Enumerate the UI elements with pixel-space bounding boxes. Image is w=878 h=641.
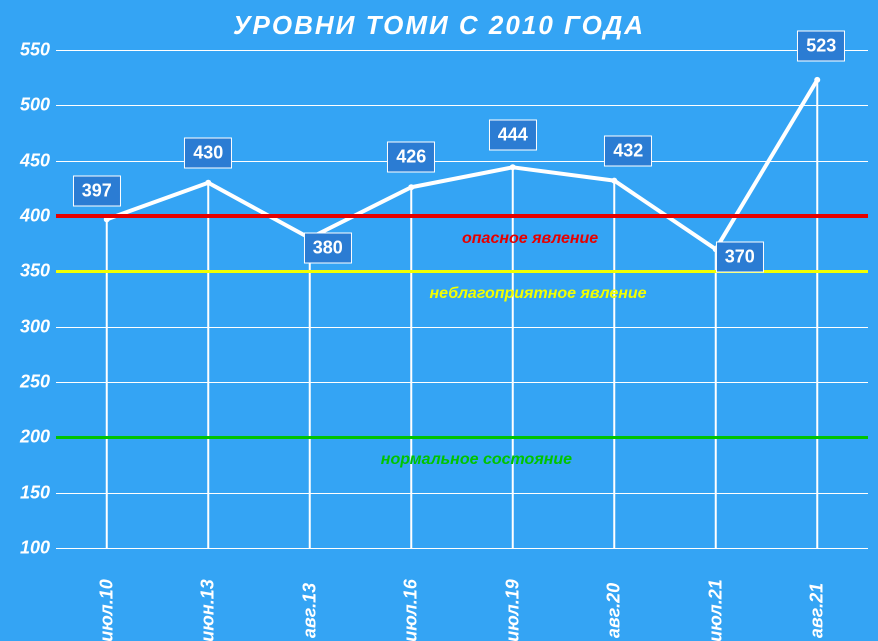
x-tick-label: июн.13 [198, 579, 219, 641]
gridline-h [56, 548, 868, 549]
gridline-h [56, 161, 868, 162]
gridline-h [56, 493, 868, 494]
series-marker [408, 184, 414, 190]
x-tick-label: авг.13 [299, 583, 320, 638]
gridline-h [56, 382, 868, 383]
gridline-h [56, 50, 868, 51]
x-tick-label: авг.20 [604, 583, 625, 638]
y-tick-label: 300 [20, 316, 50, 337]
y-tick-label: 500 [20, 95, 50, 116]
y-tick-label: 450 [20, 150, 50, 171]
x-tick-label: июл.19 [502, 579, 523, 641]
series-marker [510, 164, 516, 170]
chart-title: УРОВНИ ТОМИ С 2010 ГОДА [0, 10, 878, 41]
data-label: 397 [73, 176, 121, 207]
y-tick-label: 100 [20, 538, 50, 559]
data-label: 432 [604, 135, 652, 166]
threshold-label: опасное явление [462, 230, 598, 248]
y-tick-label: 350 [20, 261, 50, 282]
series-marker [205, 180, 211, 186]
x-tick-label: июл.21 [705, 579, 726, 641]
threshold-line [56, 214, 868, 218]
y-tick-label: 400 [20, 206, 50, 227]
gridline-h [56, 327, 868, 328]
y-axis: 100150200250300350400450500550 [0, 50, 56, 548]
threshold-line [56, 436, 868, 439]
series-marker [814, 77, 820, 83]
chart-container: УРОВНИ ТОМИ С 2010 ГОДА 100 150 200 250 300 3… [0, 0, 878, 641]
threshold-label: неблагоприятное явление [430, 285, 647, 303]
data-label: 426 [387, 142, 435, 173]
x-tick-label: авг.21 [807, 583, 828, 638]
plot-area: опасное явление неблагоприятное явление но… [56, 50, 868, 548]
y-tick-label: 150 [20, 482, 50, 503]
data-label: 370 [716, 242, 764, 273]
series-marker [611, 178, 617, 184]
y-tick-label: 250 [20, 372, 50, 393]
data-label: 523 [797, 30, 845, 61]
y-tick-label: 200 [20, 427, 50, 448]
x-tick-label: июл.10 [96, 579, 117, 641]
data-label: 380 [304, 233, 352, 264]
y-tick-label: 550 [20, 40, 50, 61]
data-label: 430 [184, 137, 232, 168]
threshold-label: нормальное состояние [381, 451, 572, 469]
x-tick-label: июл.16 [401, 579, 422, 641]
data-label: 444 [489, 120, 537, 151]
gridline-h [56, 105, 868, 106]
